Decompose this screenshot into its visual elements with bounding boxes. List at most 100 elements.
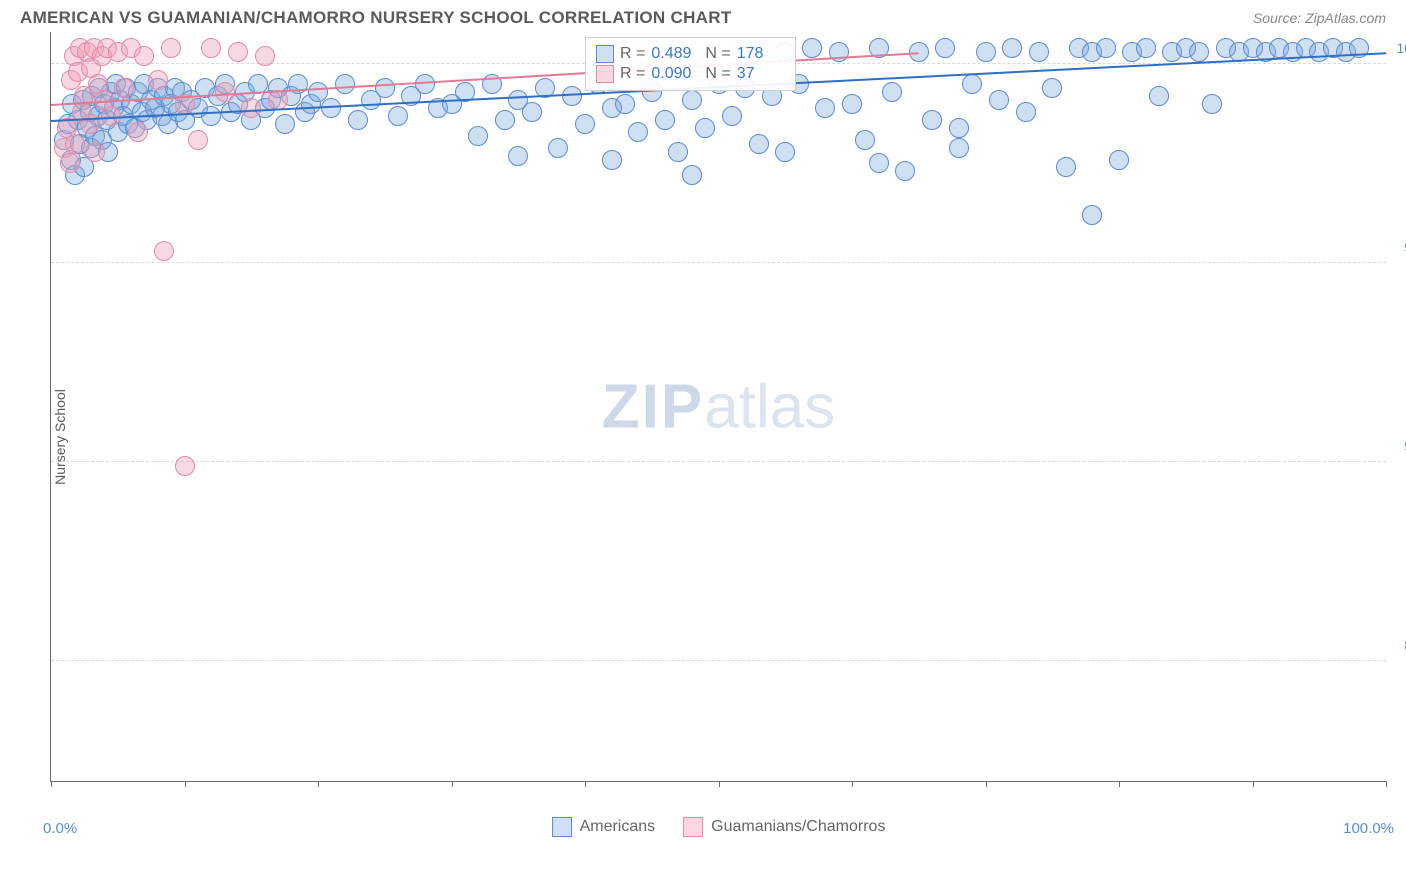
data-point <box>895 161 915 181</box>
data-point <box>201 106 221 126</box>
data-point <box>1096 38 1116 58</box>
data-point <box>154 241 174 261</box>
data-point <box>114 78 134 98</box>
data-point <box>85 142 105 162</box>
data-point <box>802 38 822 58</box>
data-point <box>495 110 515 130</box>
data-point <box>628 122 648 142</box>
x-tick <box>986 781 987 787</box>
stats-row: R = 0.489 N = 178 <box>596 45 785 63</box>
data-point <box>1056 157 1076 177</box>
data-point <box>989 90 1009 110</box>
x-tick <box>1386 781 1387 787</box>
data-point <box>1042 78 1062 98</box>
legend-label: Guamanians/Chamorros <box>711 818 885 836</box>
stat-label: N = <box>705 45 730 63</box>
data-point <box>468 126 488 146</box>
data-point <box>962 74 982 94</box>
series-swatch <box>596 45 614 63</box>
data-point <box>1016 102 1036 122</box>
data-point <box>682 165 702 185</box>
data-point <box>148 70 168 90</box>
data-point <box>175 456 195 476</box>
series-swatch <box>596 65 614 83</box>
gridline <box>51 262 1386 263</box>
watermark-zip: ZIP <box>602 372 704 441</box>
data-point <box>1202 94 1222 114</box>
x-tick <box>51 781 52 787</box>
y-tick-label: 100.0% <box>1390 40 1406 56</box>
data-point <box>842 94 862 114</box>
x-axis-min-label: 0.0% <box>43 820 77 837</box>
data-point <box>388 106 408 126</box>
y-tick-label: 95.0% <box>1390 239 1406 255</box>
data-point <box>775 142 795 162</box>
data-point <box>228 42 248 62</box>
data-point <box>722 106 742 126</box>
stats-row: R = 0.090 N = 37 <box>596 65 785 83</box>
stat-label: R = <box>620 65 645 83</box>
data-point <box>949 118 969 138</box>
stat-n-value: 178 <box>737 45 785 63</box>
data-point <box>60 153 80 173</box>
data-point <box>65 134 85 154</box>
data-point <box>335 74 355 94</box>
gridline <box>51 660 1386 661</box>
data-point <box>855 130 875 150</box>
data-point <box>1029 42 1049 62</box>
data-point <box>1082 205 1102 225</box>
x-tick <box>1119 781 1120 787</box>
stat-label: N = <box>705 65 730 83</box>
data-point <box>1109 150 1129 170</box>
legend-item: Guamanians/Chamorros <box>683 817 885 837</box>
data-point <box>375 78 395 98</box>
data-point <box>1189 42 1209 62</box>
data-point <box>134 46 154 66</box>
data-point <box>1002 38 1022 58</box>
stat-n-value: 37 <box>737 65 785 83</box>
data-point <box>161 38 181 58</box>
x-tick <box>719 781 720 787</box>
data-point <box>695 118 715 138</box>
data-point <box>255 46 275 66</box>
x-tick <box>585 781 586 787</box>
data-point <box>682 90 702 110</box>
watermark-atlas: atlas <box>704 372 835 441</box>
data-point <box>749 134 769 154</box>
data-point <box>655 110 675 130</box>
data-point <box>1136 38 1156 58</box>
data-point <box>869 153 889 173</box>
gridline <box>51 461 1386 462</box>
data-point <box>1149 86 1169 106</box>
stat-r-value: 0.489 <box>651 45 699 63</box>
data-point <box>188 130 208 150</box>
data-point <box>508 146 528 166</box>
chart-container: Nursery School ZIPatlas 0.0% 100.0% Amer… <box>20 32 1386 842</box>
x-tick <box>452 781 453 787</box>
data-point <box>275 114 295 134</box>
legend-item: Americans <box>552 817 656 837</box>
x-axis-max-label: 100.0% <box>1343 820 1394 837</box>
data-point <box>615 94 635 114</box>
legend: Americans Guamanians/Chamorros <box>552 817 886 837</box>
x-tick <box>852 781 853 787</box>
x-tick <box>318 781 319 787</box>
data-point <box>815 98 835 118</box>
data-point <box>882 82 902 102</box>
y-tick-label: 90.0% <box>1390 438 1406 454</box>
data-point <box>922 110 942 130</box>
data-point <box>976 42 996 62</box>
stats-box: R = 0.489 N = 178 R = 0.090 N = 37 <box>585 37 796 91</box>
plot-area: ZIPatlas 0.0% 100.0% AmericansGuamanians… <box>50 32 1386 782</box>
data-point <box>668 142 688 162</box>
y-tick-label: 85.0% <box>1390 637 1406 653</box>
x-tick <box>185 781 186 787</box>
stat-label: R = <box>620 45 645 63</box>
data-point <box>241 98 261 118</box>
legend-label: Americans <box>580 818 656 836</box>
stat-r-value: 0.090 <box>651 65 699 83</box>
legend-swatch <box>683 817 703 837</box>
data-point <box>128 122 148 142</box>
data-point <box>201 38 221 58</box>
data-point <box>575 114 595 134</box>
